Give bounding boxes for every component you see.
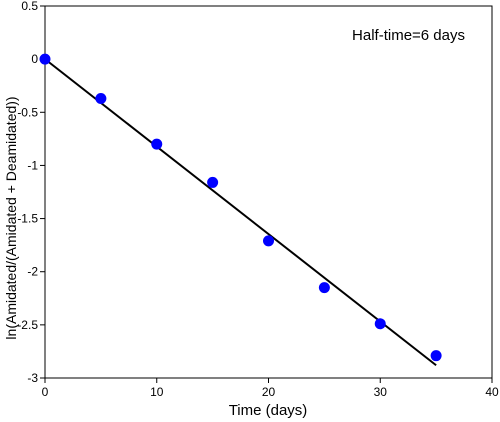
x-tick-label: 40 bbox=[485, 385, 499, 399]
y-tick-label: -2.5 bbox=[17, 318, 38, 332]
data-point bbox=[151, 138, 163, 150]
x-tick-label: 0 bbox=[42, 385, 49, 399]
ticks: 0 10 20 30 40 0.5 0 -0.5 -1 -1.5 -2 -2.5 -3 bbox=[17, 0, 499, 399]
y-axis-label: ln(Amidated/(Amidated + Deamidated)) bbox=[3, 96, 19, 339]
data-point bbox=[207, 176, 219, 188]
y-tick-label: 0 bbox=[31, 52, 38, 66]
annotation-text: Half-time=6 days bbox=[352, 27, 465, 44]
x-tick-label: 10 bbox=[150, 385, 164, 399]
x-tick-label: 20 bbox=[262, 385, 276, 399]
x-tick-label: 30 bbox=[374, 385, 388, 399]
data-point bbox=[318, 282, 330, 294]
y-tick-label: -2 bbox=[27, 265, 38, 279]
y-tick-label: -3 bbox=[27, 371, 38, 385]
y-tick-label: -1 bbox=[27, 158, 38, 172]
series-layer bbox=[39, 53, 442, 367]
axes bbox=[44, 5, 493, 379]
data-point bbox=[430, 350, 442, 362]
data-point bbox=[95, 92, 107, 104]
y-tick-label: 0.5 bbox=[21, 0, 38, 13]
data-point bbox=[39, 53, 51, 65]
fit-line bbox=[44, 58, 437, 367]
data-point bbox=[374, 318, 386, 330]
y-tick-label: -1.5 bbox=[17, 212, 38, 226]
data-point bbox=[263, 235, 274, 247]
y-tick-label: -0.5 bbox=[17, 105, 38, 119]
plot-frame bbox=[44, 5, 493, 379]
x-axis-label: Time (days) bbox=[229, 402, 308, 419]
